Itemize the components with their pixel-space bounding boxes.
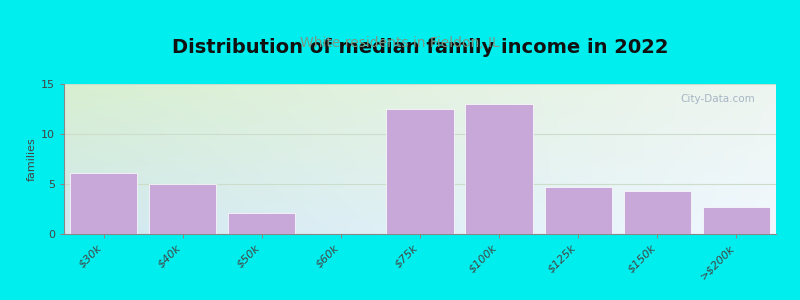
Bar [386, 109, 454, 234]
Bar [228, 213, 295, 234]
Bar [545, 187, 612, 234]
Bar [466, 104, 533, 234]
Bar [70, 173, 137, 234]
Title: Distribution of median family income in 2022: Distribution of median family income in … [172, 38, 668, 57]
Text: White residents in Fieldon, IL: White residents in Fieldon, IL [300, 36, 500, 50]
Text: City-Data.com: City-Data.com [680, 94, 754, 104]
Bar [703, 207, 770, 234]
Bar [624, 191, 691, 234]
Y-axis label: families: families [27, 137, 37, 181]
Bar [149, 184, 216, 234]
